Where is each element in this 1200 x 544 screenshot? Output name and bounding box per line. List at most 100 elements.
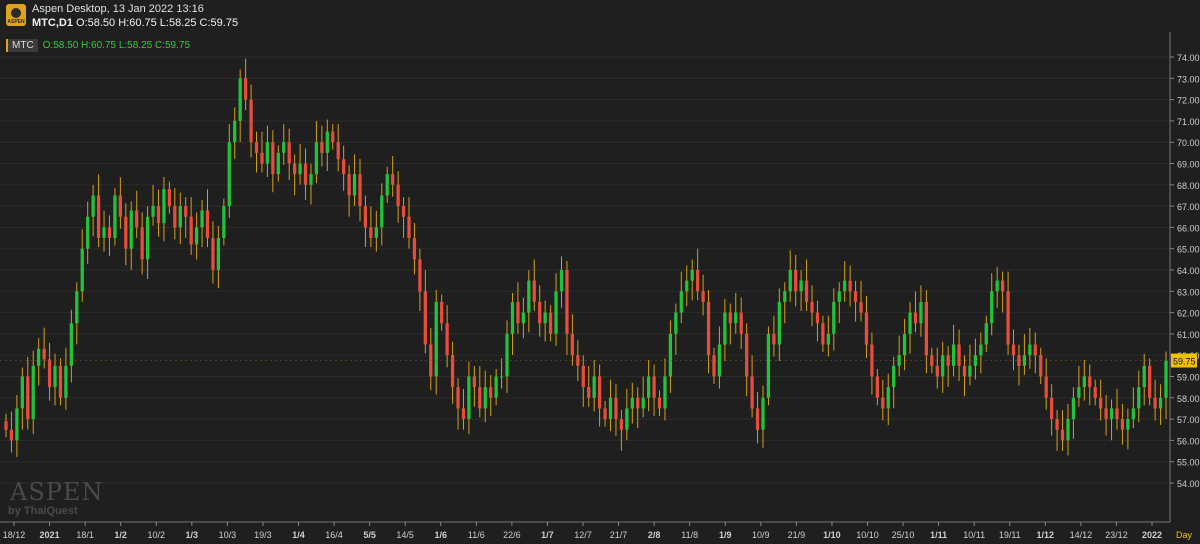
candle-body: [1099, 397, 1103, 409]
candle-body: [1093, 387, 1097, 398]
candle-body: [423, 291, 427, 345]
candle-body: [472, 376, 476, 388]
candle-body: [227, 142, 231, 207]
candle-body: [331, 131, 335, 143]
candle-body: [113, 195, 117, 239]
candle-body: [837, 291, 841, 302]
candle-body: [706, 301, 711, 356]
chart-area[interactable]: 74.00 73.00 72.00 71.00 70.00 69.00 68.00 67.00…: [0, 32, 1200, 544]
x-tick-label: 10/9: [752, 530, 770, 540]
candle-body: [314, 142, 319, 175]
candle-body: [913, 312, 918, 324]
symbol-line: MTC,D1 O:58.50 H:60.75 L:58.25 C:59.75: [32, 17, 238, 29]
candle-body: [946, 355, 950, 366]
candle-body: [679, 291, 683, 313]
aspen-logo-icon: ASPEN: [6, 4, 26, 26]
chart-legend: MTC O:58.50 H:60.75 L:58.25 C:59.75: [6, 38, 190, 52]
candle-body: [821, 323, 825, 345]
candle-body: [543, 312, 547, 324]
candle-body: [140, 227, 144, 260]
candle-body: [385, 174, 389, 196]
candle-body: [570, 333, 575, 356]
candle-body: [951, 344, 956, 366]
x-tick-label: 14/12: [1070, 530, 1093, 540]
candle-body: [418, 259, 422, 292]
legend-symbol[interactable]: MTC: [6, 38, 38, 52]
candle-body: [107, 227, 112, 239]
candle-body: [521, 312, 526, 324]
candle-body: [271, 142, 275, 175]
y-tick-label: 72.00: [1177, 96, 1200, 106]
x-tick-label: 19/3: [254, 530, 272, 540]
x-tick-label: 18/12: [3, 530, 26, 540]
candle-body: [276, 152, 280, 175]
candle-body: [499, 376, 504, 378]
candle-body: [935, 365, 939, 377]
candle-body: [897, 355, 901, 366]
candle-body: [483, 387, 487, 409]
candle-body: [641, 397, 645, 409]
x-tick-label: 11/6: [468, 530, 485, 540]
candle-body: [282, 142, 286, 153]
candle-body: [614, 397, 618, 420]
candle-body: [151, 206, 155, 217]
x-tick-label: 1/10: [823, 530, 841, 540]
x-tick-label: 2021: [40, 530, 60, 540]
candle-body: [445, 323, 449, 356]
x-tick-label: 10/3: [219, 530, 237, 540]
candle-body: [1148, 365, 1152, 398]
candle-body: [941, 355, 945, 377]
candle-body: [859, 301, 863, 313]
candle-body: [249, 99, 253, 143]
candle-body: [668, 333, 673, 377]
y-tick-label: 61.00: [1177, 330, 1200, 340]
x-tick-label: 1/7: [541, 530, 554, 540]
candle-body: [1033, 344, 1037, 356]
y-tick-label: 68.00: [1177, 181, 1200, 191]
candle-body: [696, 270, 700, 292]
candle-body: [646, 376, 651, 398]
candle-body: [26, 376, 30, 420]
symbol-timeframe: MTC,D1: [32, 17, 73, 29]
candle-body: [238, 78, 242, 121]
candle-body: [1137, 387, 1141, 409]
candle-body: [565, 270, 569, 334]
x-tick-label: 10/11: [963, 530, 985, 540]
candle-body: [178, 206, 182, 228]
candle-body: [494, 376, 498, 398]
candle-body: [826, 333, 830, 345]
candle-body: [799, 280, 803, 292]
candle-body: [1044, 376, 1048, 398]
candle-body: [968, 365, 972, 377]
candle-body: [674, 312, 678, 334]
x-tick-label: 1/12: [1037, 530, 1055, 540]
candle-body: [527, 280, 531, 313]
candle-body: [265, 142, 270, 164]
candle-body: [391, 174, 395, 185]
candle-body: [37, 348, 41, 366]
y-tick-label: 74.00: [1177, 53, 1200, 63]
x-tick-label: 21/7: [610, 530, 628, 540]
candle-body: [1077, 387, 1081, 398]
candle-body: [597, 376, 602, 409]
candle-body: [1142, 365, 1146, 388]
candle-body: [118, 195, 122, 217]
candle-body: [467, 376, 471, 420]
x-tick-label: 14/5: [396, 530, 414, 540]
candle-body: [342, 159, 346, 175]
candle-body: [42, 348, 46, 360]
x-tick-label: 10/2: [147, 530, 165, 540]
x-tick-label: 10/10: [856, 530, 879, 540]
candle-body: [64, 365, 68, 398]
candle-body: [532, 280, 536, 302]
x-tick-label: 23/12: [1105, 530, 1128, 540]
y-tick-label: 65.00: [1177, 245, 1200, 255]
candlestick-chart[interactable]: 74.00 73.00 72.00 71.00 70.00 69.00 68.00 67.00…: [0, 32, 1200, 544]
candle-body: [1011, 344, 1016, 356]
candle-body: [902, 333, 907, 356]
y-tick-label: 64.00: [1177, 266, 1200, 276]
candle-body: [254, 142, 259, 153]
candle-body: [783, 291, 787, 302]
candle-body: [603, 408, 607, 420]
candle-body: [1104, 408, 1108, 420]
